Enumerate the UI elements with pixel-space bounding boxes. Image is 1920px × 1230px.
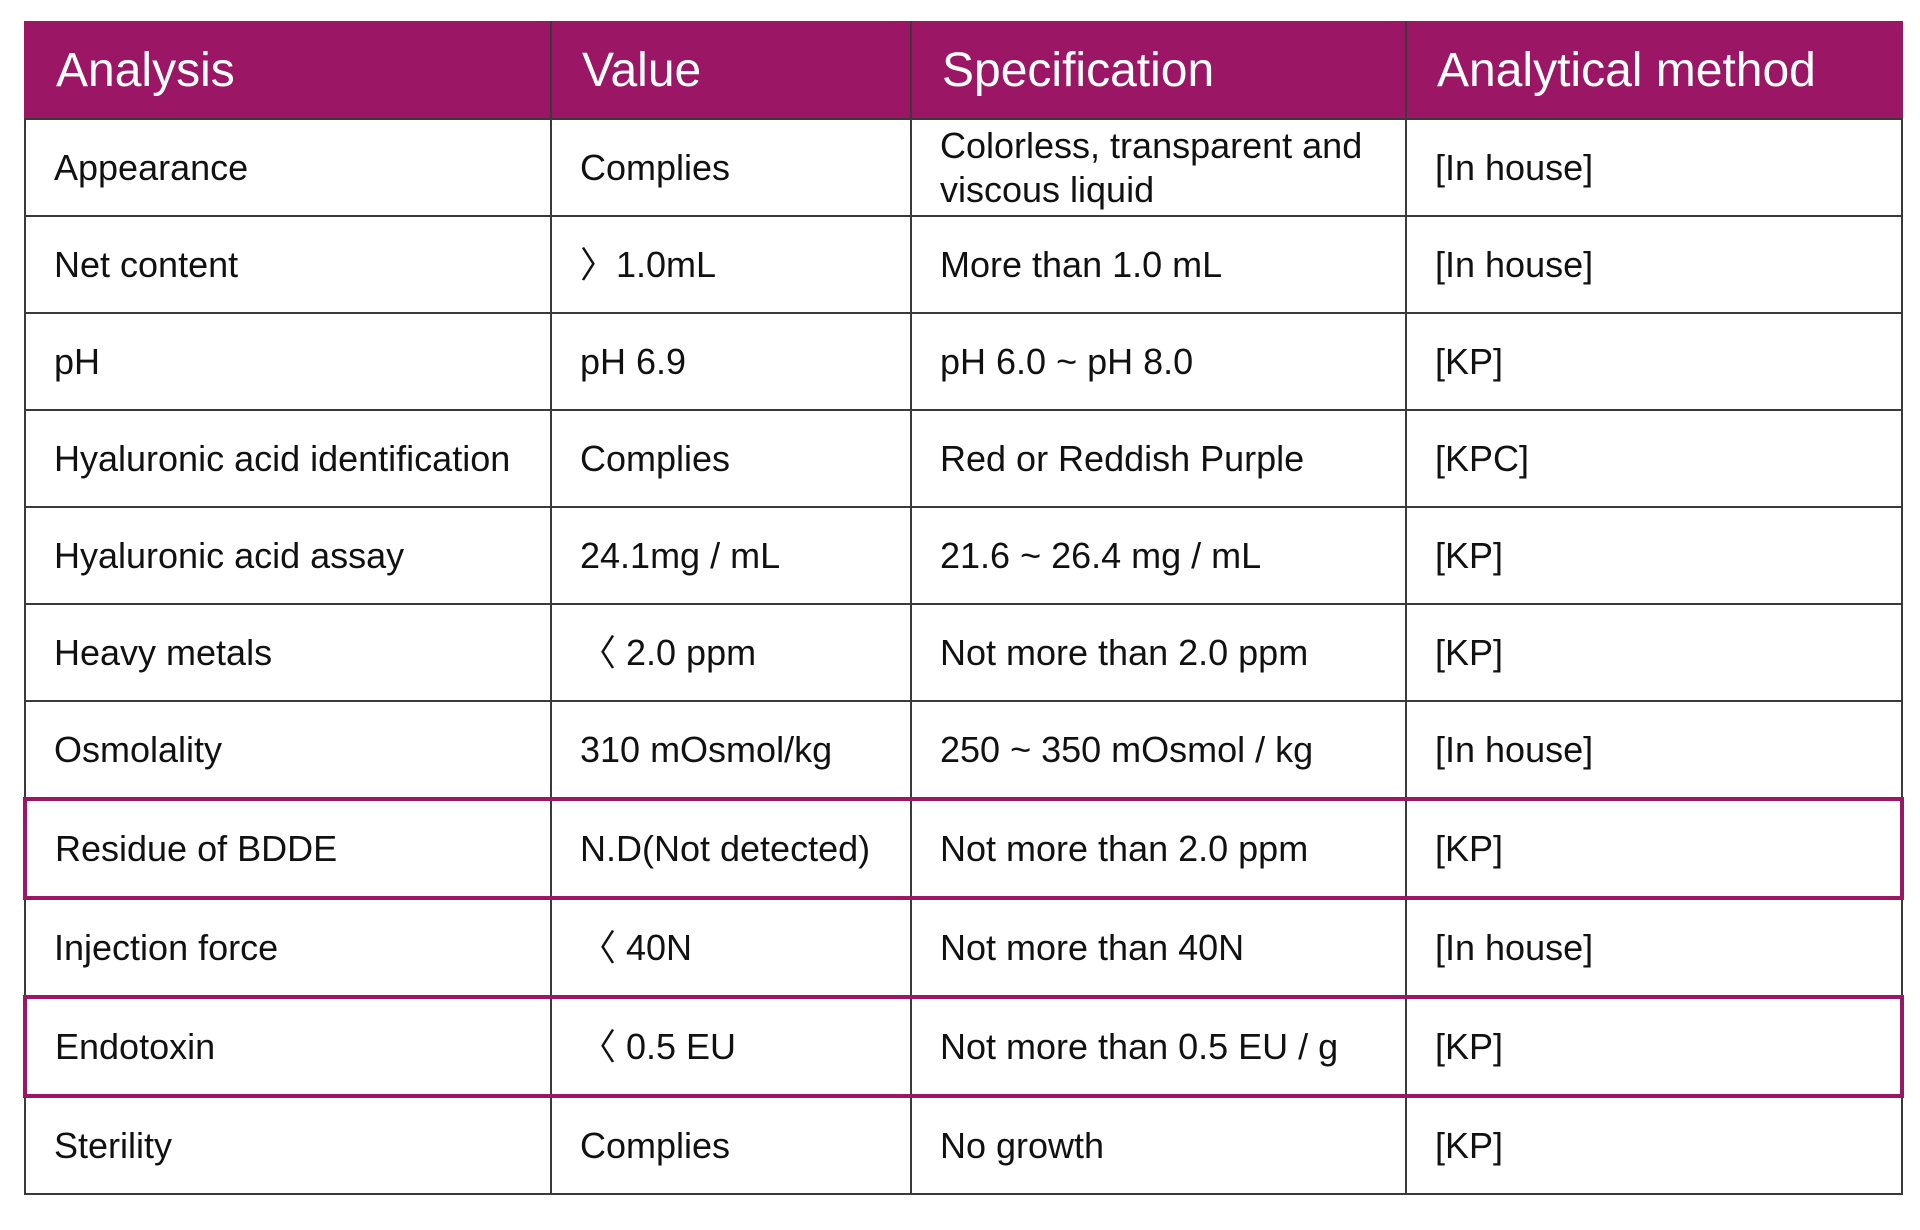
cell-value: Complies [550,118,912,217]
cell-value: 24.1mg / mL [550,506,912,605]
cell-specification: More than 1.0 mL [910,215,1407,314]
cell-value: 310 mOsmol/kg [550,700,912,800]
cell-analysis: Net content [24,215,552,314]
cell-analysis: Hyaluronic acid identification [24,409,552,508]
cell-analysis: Residue of BDDE [23,797,552,900]
table-row: Sterility Complies No growth [KP] [24,1095,1903,1195]
cell-analysis: pH [24,312,552,411]
cell-analysis: Hyaluronic acid assay [24,506,552,605]
cell-analytical-method: [KP] [1405,312,1903,411]
cell-specification: No growth [910,1095,1407,1195]
header-analytical-method: Analytical method [1405,21,1903,120]
cell-analytical-method: [KP] [1405,995,1904,1098]
cell-value: Complies [550,409,912,508]
cell-value: Complies [550,1095,912,1195]
cell-value: 〉1.0mL [550,215,912,314]
cell-analysis: Heavy metals [24,603,552,702]
table-header: Analysis Value Specification Analytical … [24,21,1903,120]
cell-analytical-method: [KP] [1405,1095,1903,1195]
cell-specification: Not more than 2.0 ppm [910,797,1407,900]
cell-value: 〈 2.0 ppm [550,603,912,702]
cell-specification: Not more than 2.0 ppm [910,603,1407,702]
cell-specification: Colorless, transparent and viscous liqui… [910,118,1407,217]
cell-analytical-method: [In house] [1405,215,1903,314]
cell-analytical-method: [In house] [1405,700,1903,800]
table-row: Osmolality 310 mOsmol/kg 250 ~ 350 mOsmol … [24,700,1903,800]
table-row: Hyaluronic acid identification Complies Re… [24,409,1903,508]
cell-value: 〈 0.5 EU [550,995,912,1098]
cell-specification: pH 6.0 ~ pH 8.0 [910,312,1407,411]
header-value: Value [550,21,912,120]
cell-value: N.D(Not detected) [550,797,912,900]
table-body: Appearance Complies Colorless, transparent… [23,118,1904,1195]
cell-specification: Not more than 0.5 EU / g [910,995,1407,1098]
specification-table: Analysis Value Specification Analytical … [23,21,1904,1195]
header-specification: Specification [910,21,1407,120]
header-row: Analysis Value Specification Analytical … [24,21,1903,120]
cell-analytical-method: [In house] [1405,897,1903,998]
table-row: Injection force 〈 40N Not more than 40N [In… [24,897,1903,998]
cell-analytical-method: [KP] [1405,506,1903,605]
cell-value: pH 6.9 [550,312,912,411]
table-row: Appearance Complies Colorless, transparent… [24,118,1903,217]
cell-analysis: Appearance [24,118,552,217]
table-row: Residue of BDDE N.D(Not detected) Not more… [23,797,1904,900]
table-row: Endotoxin 〈 0.5 EU Not more than 0.5 EU / … [23,995,1904,1098]
cell-analytical-method: [KP] [1405,603,1903,702]
table-row: Net content 〉1.0mL More than 1.0 mL [In hou… [24,215,1903,314]
table-row: Hyaluronic acid assay 24.1mg / mL 21.6 ~ 2… [24,506,1903,605]
cell-analytical-method: [KPC] [1405,409,1903,508]
cell-specification: Not more than 40N [910,897,1407,998]
cell-analytical-method: [In house] [1405,118,1903,217]
cell-specification: 21.6 ~ 26.4 mg / mL [910,506,1407,605]
cell-value: 〈 40N [550,897,912,998]
table-row: Heavy metals 〈 2.0 ppm Not more than 2.0 p… [24,603,1903,702]
header-analysis: Analysis [24,21,552,120]
cell-analysis: Endotoxin [23,995,552,1098]
table-row: pH pH 6.9 pH 6.0 ~ pH 8.0 [KP] [24,312,1903,411]
cell-analysis: Injection force [24,897,552,998]
cell-analysis: Sterility [24,1095,552,1195]
cell-analytical-method: [KP] [1405,797,1904,900]
cell-analysis: Osmolality [24,700,552,800]
cell-specification: 250 ~ 350 mOsmol / kg [910,700,1407,800]
cell-specification: Red or Reddish Purple [910,409,1407,508]
